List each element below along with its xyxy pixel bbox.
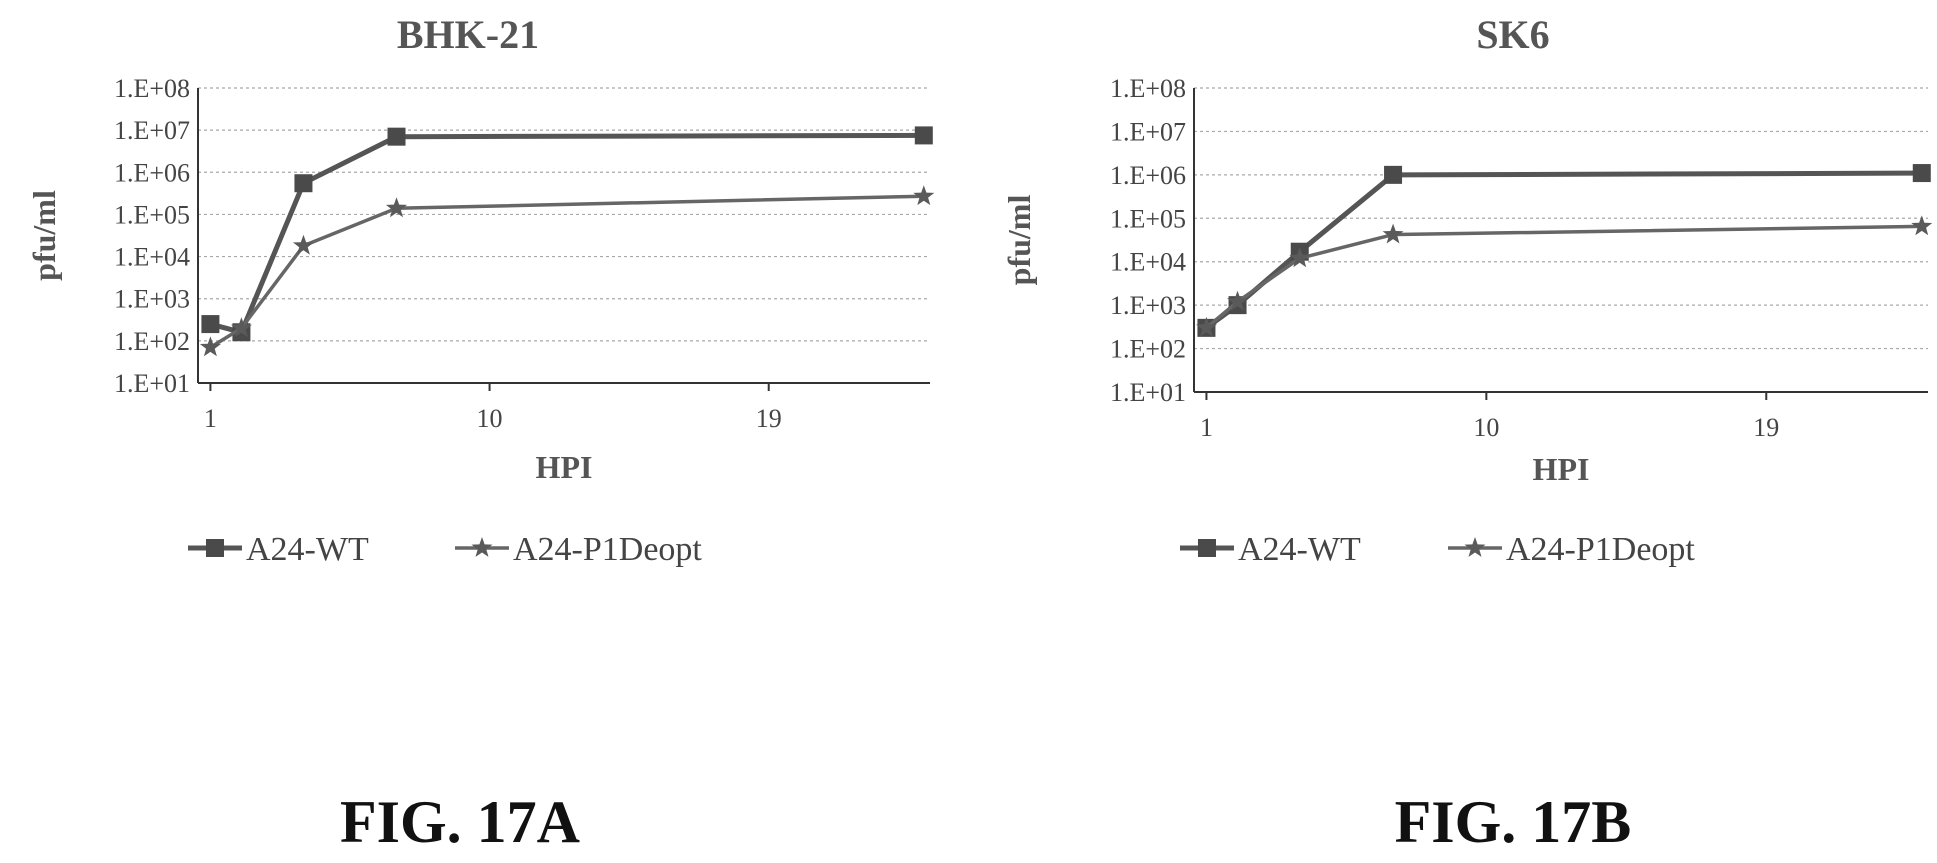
y-tick-label: 1.E+01 — [1110, 378, 1186, 407]
legend-label: A24-P1Deopt — [513, 531, 702, 568]
figure-caption: FIG. 17A — [340, 789, 580, 855]
figure-caption: FIG. 17B — [1395, 789, 1632, 855]
y-tick-label: 1.E+03 — [114, 285, 190, 314]
y-tick-label: 1.E+04 — [1110, 248, 1186, 277]
data-point — [1382, 223, 1404, 244]
x-tick-label: 10 — [1473, 413, 1499, 442]
y-tick-label: 1.E+05 — [114, 200, 190, 229]
x-tick-label: 10 — [477, 404, 503, 433]
chart-panel-sk6: SK6 1.E+01 1.E+02 1.E+03 1.E+04 1.E+05 1.E+06 1… — [968, 0, 1936, 863]
y-axis-label: pfu/ml — [26, 190, 62, 281]
series-line-a24-p1deopt — [209, 194, 924, 349]
y-tick-label: 1.E+06 — [1110, 161, 1186, 190]
legend-marker — [206, 539, 224, 557]
y-tick-label: 1.E+04 — [114, 243, 190, 272]
data-point — [913, 185, 935, 206]
chart-svg: SK6 1.E+01 1.E+02 1.E+03 1.E+04 1.E+05 1.E+06 1… — [1001, 12, 1933, 855]
legend-marker — [471, 537, 493, 557]
data-point — [914, 126, 933, 145]
x-tick-label: 1 — [1200, 413, 1213, 442]
x-tick-label: 19 — [1753, 413, 1779, 442]
legend-label: A24-WT — [246, 531, 369, 568]
y-tick-label: 1.E+07 — [1110, 117, 1186, 146]
y-tick-label: 1.E+07 — [114, 116, 190, 145]
data-point — [293, 234, 314, 255]
data-point — [231, 317, 252, 338]
y-tick-label: 1.E+08 — [114, 74, 190, 103]
legend-label: A24-P1Deopt — [1506, 531, 1695, 568]
data-point — [294, 174, 313, 193]
chart-panel-bhk21: BHK-21 1.E+01 1.E+02 1.E+03 1.E+04 1.E+05 1.E+… — [0, 0, 968, 863]
x-tick-label: 19 — [756, 404, 782, 433]
legend-label: A24-WT — [1238, 531, 1361, 568]
y-tick-label: 1.E+02 — [114, 327, 190, 356]
data-point — [199, 336, 221, 357]
chart-title: BHK-21 — [397, 12, 539, 57]
chart-svg: BHK-21 1.E+01 1.E+02 1.E+03 1.E+04 1.E+05 1.E+… — [26, 12, 935, 855]
legend-marker — [1198, 539, 1216, 557]
data-point — [1912, 164, 1931, 183]
x-tick-label: 1 — [204, 404, 217, 433]
y-tick-label: 1.E+08 — [1110, 74, 1186, 103]
data-point — [1227, 290, 1248, 311]
y-tick-label: 1.E+02 — [1110, 335, 1186, 364]
x-axis-label: HPI — [536, 449, 593, 485]
data-point — [1196, 316, 1217, 337]
x-axis-label: HPI — [1533, 451, 1590, 487]
y-tick-label: 1.E+03 — [1110, 291, 1186, 320]
data-point — [387, 127, 406, 146]
data-point — [386, 197, 407, 218]
data-point — [1384, 165, 1403, 184]
y-tick-label: 1.E+05 — [1110, 204, 1186, 233]
chart-title: SK6 — [1476, 12, 1549, 57]
data-point — [201, 315, 220, 334]
y-tick-label: 1.E+01 — [114, 369, 190, 398]
series-line-a24-wt — [209, 132, 924, 335]
data-point — [1289, 247, 1311, 268]
y-tick-label: 1.E+06 — [114, 158, 190, 187]
y-axis-label: pfu/ml — [1001, 195, 1037, 286]
legend-marker — [1464, 537, 1486, 557]
data-point — [1911, 215, 1933, 236]
